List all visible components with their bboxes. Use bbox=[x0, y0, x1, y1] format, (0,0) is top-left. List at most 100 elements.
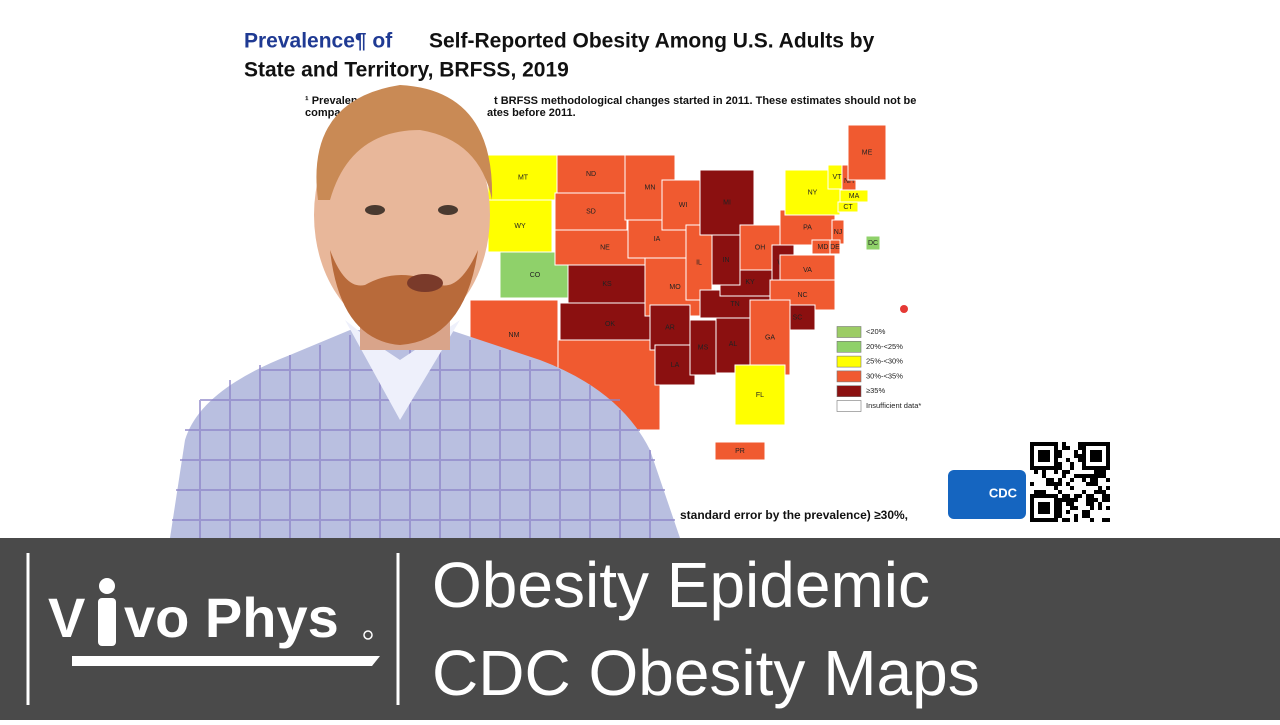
qr-cell bbox=[1074, 454, 1078, 458]
qr-cell bbox=[1098, 506, 1102, 510]
legend-swatch bbox=[836, 400, 862, 412]
qr-cell bbox=[1106, 478, 1110, 482]
state-label: CT bbox=[843, 204, 853, 211]
footnote: compa bbox=[305, 107, 341, 119]
qr-cell bbox=[1102, 494, 1106, 498]
state bbox=[685, 224, 713, 301]
qr-cell bbox=[1066, 458, 1070, 462]
qr-cell bbox=[1106, 494, 1110, 498]
legend-label: ≥35% bbox=[866, 386, 885, 395]
qr-cell bbox=[1066, 498, 1070, 502]
qr-cell bbox=[1074, 506, 1078, 510]
qr-cell bbox=[1062, 446, 1066, 450]
qr-cell bbox=[1086, 502, 1090, 506]
state-label: SD bbox=[586, 208, 596, 215]
footnote: ates before 2011. bbox=[487, 107, 576, 119]
qr-cell bbox=[1066, 482, 1070, 486]
qr-cell bbox=[1102, 470, 1106, 474]
state-label: PR bbox=[735, 448, 745, 455]
qr-cell bbox=[1078, 458, 1082, 462]
qr-cell bbox=[1062, 474, 1066, 478]
state-label: TN bbox=[730, 301, 739, 308]
state-label: MS bbox=[698, 344, 709, 351]
qr-cell bbox=[1042, 490, 1046, 494]
state bbox=[649, 304, 691, 351]
legend-swatch bbox=[836, 385, 862, 398]
hair bbox=[316, 85, 493, 200]
state bbox=[559, 302, 661, 346]
state-label: WI bbox=[679, 202, 688, 209]
qr-cell bbox=[1086, 494, 1090, 498]
qr-cell bbox=[1082, 510, 1086, 514]
banner-title: CDC Obesity Maps bbox=[432, 637, 980, 709]
state bbox=[554, 192, 628, 231]
qr-cell bbox=[1070, 478, 1074, 482]
pointer-dot bbox=[900, 305, 908, 313]
state-label: NY bbox=[808, 189, 818, 196]
legend: <20% 20%-<25% 25%-<30% 30%-<35% ≥35% Insuffic… bbox=[836, 326, 921, 412]
state-label: NJ bbox=[834, 229, 843, 236]
state-label: CO bbox=[530, 272, 541, 279]
qr-cell bbox=[1094, 490, 1098, 494]
qr-cell bbox=[1094, 498, 1098, 502]
state bbox=[847, 124, 887, 181]
footnote: t BRFSS methodological changes started i… bbox=[494, 95, 916, 107]
qr-cell bbox=[1106, 518, 1110, 522]
qr-cell bbox=[1070, 498, 1074, 502]
legend-label: 30%-<35% bbox=[866, 371, 903, 380]
qr-cell bbox=[1058, 514, 1062, 518]
qr-cell bbox=[1090, 494, 1094, 498]
qr-cell bbox=[1106, 506, 1110, 510]
qr-cell bbox=[1042, 470, 1046, 474]
state bbox=[714, 441, 766, 461]
qr-cell bbox=[1102, 474, 1106, 478]
state-label: NE bbox=[600, 244, 610, 251]
qr-cell bbox=[1058, 482, 1062, 486]
qr-cell bbox=[1058, 510, 1062, 514]
qr-cell bbox=[1062, 470, 1066, 474]
qr-cell bbox=[1086, 482, 1090, 486]
qr-cell bbox=[1078, 474, 1082, 478]
legend-label: <20% bbox=[866, 327, 886, 336]
state-label: OK bbox=[605, 321, 615, 328]
state bbox=[865, 235, 881, 251]
state-label: MT bbox=[518, 174, 529, 181]
qr-cell bbox=[1074, 498, 1078, 502]
qr-cell bbox=[1082, 474, 1086, 478]
state bbox=[749, 299, 791, 376]
state-label: IL bbox=[696, 259, 702, 266]
qr-cell bbox=[1050, 482, 1054, 486]
state-label: AL bbox=[729, 341, 738, 348]
state-label: MI bbox=[723, 199, 731, 206]
qr-cell bbox=[1090, 474, 1094, 478]
qr-cell bbox=[1066, 510, 1070, 514]
qr-cell bbox=[1062, 442, 1066, 446]
qr-cell bbox=[1070, 506, 1074, 510]
qr-cell bbox=[1058, 490, 1062, 494]
qr-cell bbox=[1082, 478, 1086, 482]
qr-cell bbox=[1058, 506, 1062, 510]
qr-cell bbox=[1086, 514, 1090, 518]
qr-cell bbox=[1078, 494, 1082, 498]
state-label: LA bbox=[671, 362, 680, 369]
qr-cell bbox=[1102, 518, 1106, 522]
qr-cell bbox=[1046, 482, 1050, 486]
state-label: MD bbox=[818, 244, 829, 251]
qr-finder bbox=[1038, 502, 1050, 514]
qr-cell bbox=[1058, 478, 1062, 482]
state-label: DE bbox=[830, 244, 840, 251]
state-label: NC bbox=[797, 292, 807, 299]
legend-swatch bbox=[836, 326, 862, 338]
qr-cell bbox=[1074, 494, 1078, 498]
state-label: PA bbox=[803, 224, 812, 231]
qr-cell bbox=[1058, 466, 1062, 470]
footnote: ¹ Prevalen bbox=[305, 95, 358, 107]
qr-cell bbox=[1074, 450, 1078, 454]
qr-cell bbox=[1070, 486, 1074, 490]
qr-cell bbox=[1054, 482, 1058, 486]
state bbox=[487, 199, 553, 253]
legend-swatch bbox=[836, 370, 862, 383]
legend-label: 20%-<25% bbox=[866, 342, 903, 351]
logo-figure bbox=[98, 578, 116, 646]
